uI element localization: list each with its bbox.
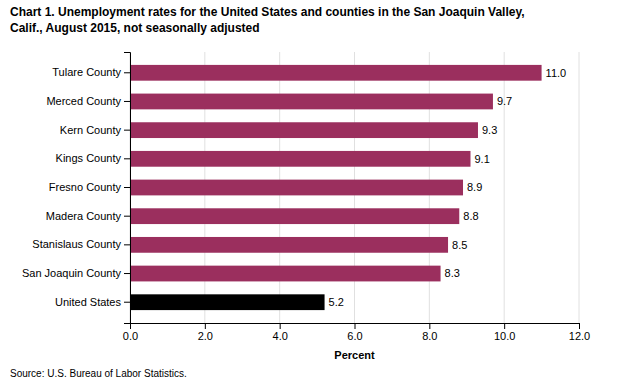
data-label: 5.2 [329,296,344,308]
x-tick-mark [355,323,356,329]
y-tick-mark [124,216,130,217]
data-label: 8.3 [445,267,460,279]
x-tick: 6.0 [347,323,362,342]
x-tick-mark [579,323,580,329]
y-tick-mark [124,101,130,102]
bar [130,180,463,196]
y-tick-mark [124,130,130,131]
x-tick: 8.0 [422,323,437,342]
y-axis-line [124,53,131,324]
data-label: 11.0 [546,67,567,79]
data-label: 8.5 [452,239,467,251]
x-tick-label: 4.0 [273,330,288,342]
y-tick-mark [124,302,130,303]
y-tick-label: Madera County [46,210,122,222]
bar [130,208,459,224]
y-tick: Fresno County [49,181,130,193]
grid [130,52,579,323]
y-tick: Kern County [60,124,130,136]
x-tick: 12.0 [569,323,590,342]
x-tick: 10.0 [494,323,515,342]
y-tick-label: San Joaquin County [22,267,122,279]
data-label: 9.7 [497,95,512,107]
x-tick-mark [280,323,281,329]
x-tick: 2.0 [198,323,213,342]
x-axis-title: Percent [334,349,375,361]
x-tick-label: 12.0 [569,330,590,342]
y-tick: San Joaquin County [22,267,130,279]
x-axis: 0.0 2.0 4.0 6.0 8.0 10.0 12.0 [123,323,590,342]
y-tick-label: United States [55,296,122,308]
x-tick-mark [504,323,505,329]
y-tick-label: Kern County [60,124,122,136]
y-tick-label: Tulare County [52,66,121,78]
bar [130,151,470,167]
x-tick: 0.0 [123,323,138,342]
x-axis-line [131,324,580,330]
x-tick-label: 10.0 [494,330,515,342]
x-tick: 4.0 [273,323,288,342]
y-tick-label: Stanislaus County [32,238,121,250]
bars [130,65,542,310]
source-note: Source: U.S. Bureau of Labor Statistics. [10,368,187,379]
data-labels: 5.2 8.3 8.5 8.8 8.9 9.1 9.3 9.7 11.0 [329,67,567,308]
data-label: 8.9 [467,181,482,193]
y-axis: United States San Joaquin County Stanislau… [22,53,131,324]
x-tick-label: 0.0 [123,330,138,342]
y-tick: Madera County [46,210,130,222]
y-tick: Stanislaus County [32,238,130,250]
x-tick-mark [429,323,430,329]
data-label: 9.1 [474,153,489,165]
y-tick-label: Fresno County [49,181,122,193]
subtitle: Calif., August 2015, not seasonally adju… [10,21,260,35]
y-tick: Merced County [46,95,130,107]
data-label: 8.8 [463,210,478,222]
y-tick: Tulare County [52,66,130,78]
x-tick-label: 2.0 [198,330,213,342]
x-tick-label: 8.0 [422,330,437,342]
bar [130,122,478,138]
y-tick-mark [124,187,130,188]
y-tick-mark [124,158,130,159]
y-tick-mark [124,273,130,274]
bar [130,294,325,310]
grid-line [504,52,505,323]
y-tick: United States [55,296,130,308]
x-tick-label: 6.0 [347,330,362,342]
bar [130,94,493,110]
y-tick: Kings County [56,152,130,164]
x-tick-mark [205,323,206,329]
data-label: 9.3 [482,124,497,136]
bar [130,266,441,282]
bar [130,237,448,253]
grid-line [579,52,580,323]
title: Chart 1. Unemployment rates for the Unit… [10,5,525,19]
y-tick-label: Merced County [46,95,121,107]
y-tick-label: Kings County [56,152,122,164]
bar [130,65,542,81]
y-tick-mark [124,244,130,245]
y-tick-mark [124,72,130,73]
plot: 5.2 8.3 8.5 8.8 8.9 9.1 9.3 9.7 11.0 0.0 2.0 4.0 6.0… [22,52,590,361]
chart: Chart 1. Unemployment rates for the Unit… [0,0,619,385]
